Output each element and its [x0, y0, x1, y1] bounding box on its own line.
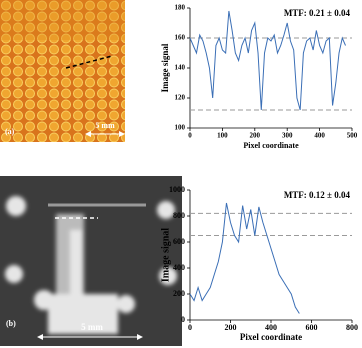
panel-label: (b) [6, 319, 16, 328]
annotation: MTF: 0.21 ± 0.04 [284, 8, 351, 18]
scale-label: 5 mm [95, 121, 115, 130]
y-axis-label: Image signal [160, 228, 171, 282]
x-tick-label: 200 [225, 323, 237, 332]
x-axis-label: Pixel coordinate [240, 332, 302, 342]
annotation: MTF: 0.12 ± 0.04 [284, 190, 351, 200]
x-tick-label: 200 [250, 132, 261, 140]
y-tick-label: 1000 [169, 185, 185, 194]
x-tick-label: 0 [188, 132, 192, 140]
y-tick-label: 600 [173, 237, 185, 246]
data-line [189, 202, 300, 314]
image-b: (b) 5 mm [0, 176, 182, 346]
image-a: (a) 5 mm [0, 0, 125, 142]
y-axis-label: Image signal [160, 43, 170, 92]
x-tick-label: 600 [306, 323, 318, 332]
y-tick-label: 140 [175, 64, 186, 72]
x-axis-label: Pixel coordinate [243, 141, 299, 150]
x-tick-label: 300 [282, 132, 293, 140]
y-tick-label: 180 [175, 4, 186, 12]
y-tick-label: 120 [175, 94, 186, 102]
scale-label: 5 mm [81, 322, 103, 332]
x-tick-label: 400 [265, 323, 277, 332]
y-tick-label: 800 [173, 211, 185, 220]
y-tick-label: 400 [173, 263, 185, 272]
x-tick-label: 800 [346, 323, 358, 332]
x-tick-label: 500 [347, 132, 358, 140]
y-tick-label: 200 [173, 289, 185, 298]
x-tick-label: 400 [314, 132, 325, 140]
panel-label: (a) [5, 127, 15, 136]
y-tick-label: 100 [175, 124, 186, 132]
data-line [189, 10, 346, 111]
y-tick-label: 160 [175, 34, 186, 42]
y-tick-label: 0 [181, 315, 185, 324]
x-tick-label: 0 [188, 323, 192, 332]
x-tick-label: 100 [217, 132, 228, 140]
